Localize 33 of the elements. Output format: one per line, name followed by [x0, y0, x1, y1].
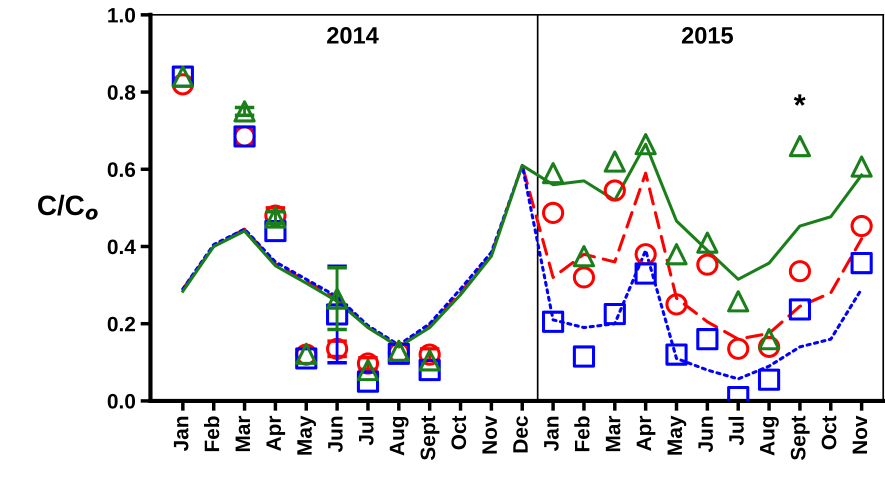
x-tick-label: Nov [852, 416, 868, 454]
x-tick-label: Aug [390, 416, 409, 456]
x-tick-label: May [297, 416, 316, 455]
y-tick-label: 0.2 [108, 316, 136, 332]
y-axis-title: C/C$_{o}$ [38, 194, 98, 220]
y-tick-label: 1.0 [108, 8, 136, 23]
x-tick-label: Jul [358, 416, 374, 446]
annotation: 2015 [682, 27, 733, 44]
x-tick-label: Apr [266, 416, 286, 451]
x-tick-label: Feb [574, 416, 590, 452]
x-tick-label: Nov [482, 416, 497, 454]
y-tick-label: 0.4 [108, 239, 136, 254]
x-tick-label: Apr [636, 416, 656, 451]
y-tick-label: 0.8 [108, 85, 136, 100]
x-tick-label: Jun [328, 416, 343, 452]
y-tick-label: 0.0 [108, 394, 136, 409]
x-tick-label: Dec [513, 416, 528, 452]
x-tick-label: Sept [420, 416, 440, 460]
y-tick-label: 0.6 [108, 162, 136, 178]
x-tick-label: Aug [760, 416, 779, 456]
x-tick-label: Jan [174, 416, 188, 452]
x-tick-label: Sept [790, 416, 810, 460]
x-tick-label: Feb [204, 416, 220, 452]
x-tick-label: Jan [544, 416, 559, 452]
x-tick-label: Oct [822, 416, 836, 450]
x-tick-label: May [668, 416, 686, 455]
x-tick-label: Oct [451, 416, 466, 450]
x-tick-label: Mar [236, 416, 250, 452]
annotation: 2014 [327, 27, 379, 44]
annotation: * [794, 94, 806, 106]
x-tick-label: Mar [606, 416, 620, 452]
x-tick-label: Jul [728, 416, 744, 446]
x-tick-label: Jun [698, 416, 713, 452]
